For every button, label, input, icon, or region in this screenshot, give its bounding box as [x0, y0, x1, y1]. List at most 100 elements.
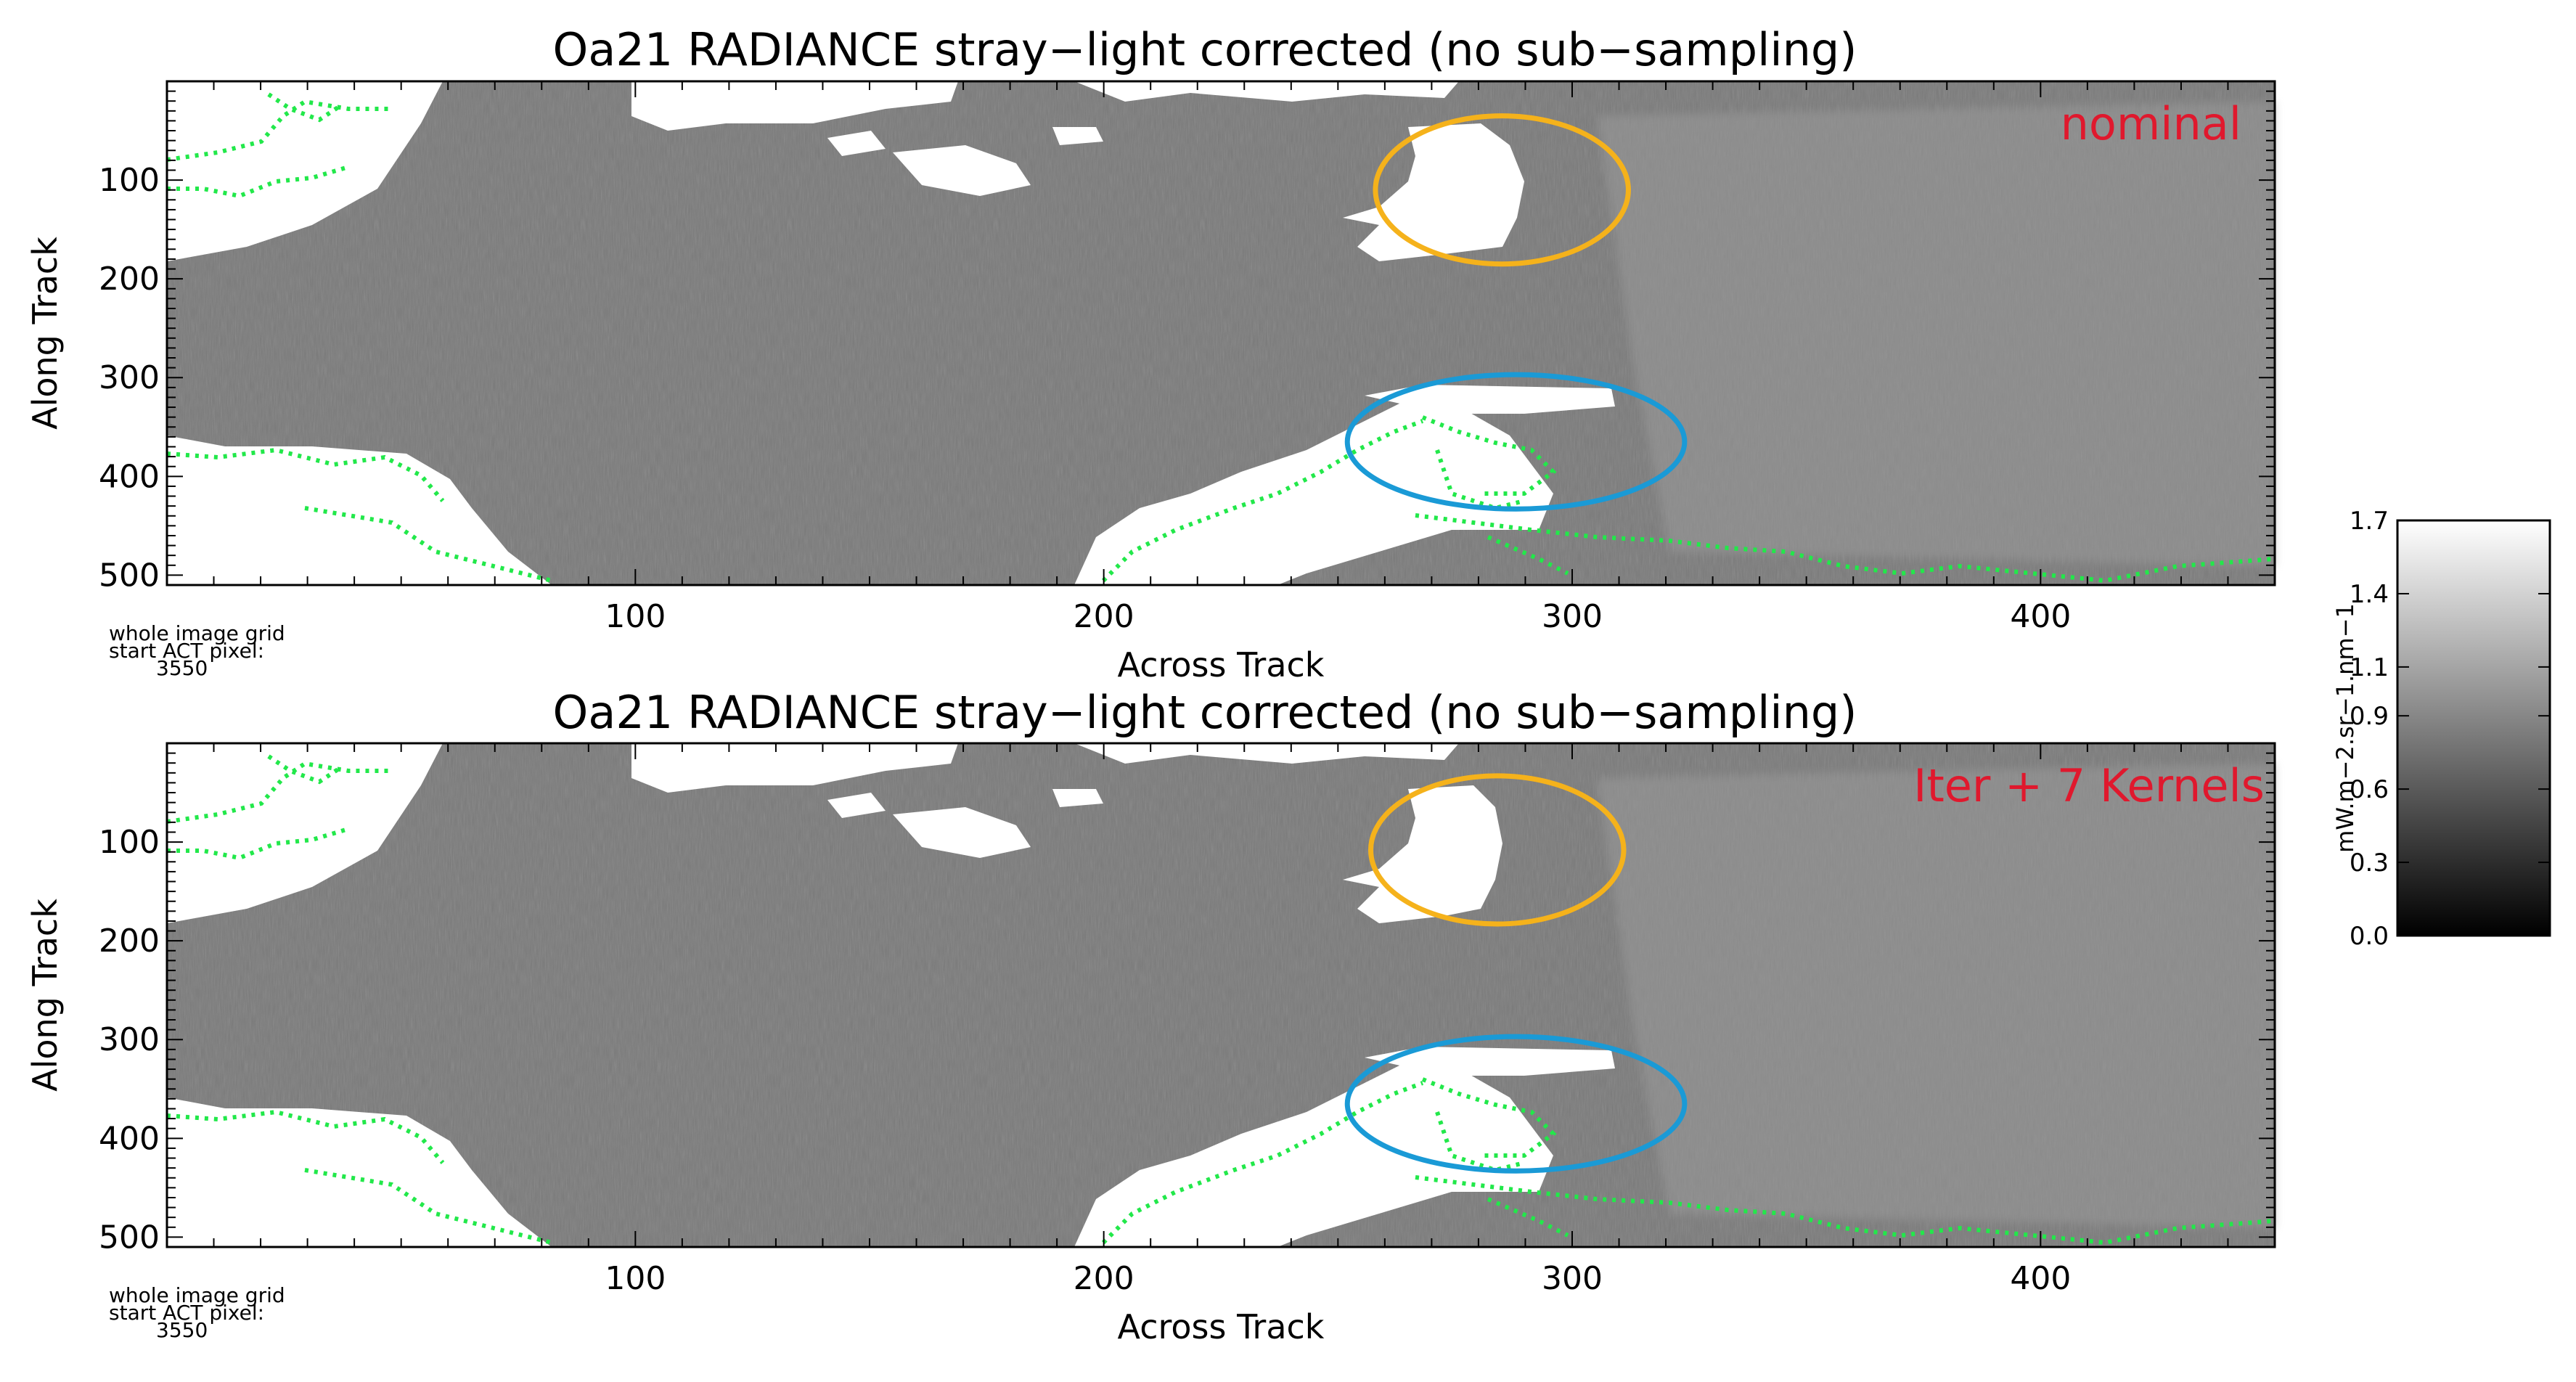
top-coastline-9	[1435, 449, 1525, 511]
bottom-coastline-7	[1421, 1077, 1557, 1158]
top-island-1	[893, 145, 1031, 196]
top-land-bottom-left	[167, 436, 552, 585]
orange-ellipse	[1368, 773, 1627, 927]
top-coastline-2	[167, 165, 349, 199]
top-land-bottom-center	[1074, 392, 1553, 585]
top-coastline-1	[166, 99, 392, 162]
bottom-land-left	[167, 743, 443, 923]
top-markers	[1344, 113, 1688, 512]
top-bright-water-band	[1597, 102, 2275, 566]
x-tick-label: 300	[1542, 598, 1603, 635]
blue-ellipse	[1344, 372, 1688, 512]
bottom-coastline-8	[1415, 1175, 2276, 1246]
x-tick-label: 100	[605, 1260, 666, 1297]
bottom-coastline-5	[304, 1168, 552, 1245]
bottom-coastline-1	[166, 761, 392, 824]
y-tick-label: 200	[99, 261, 160, 298]
y-tick-label: 300	[99, 359, 160, 396]
bottom-footnote-line-1: whole image grid	[109, 1283, 285, 1307]
y-tick-label: 100	[99, 162, 160, 199]
top-footnote-line-3: 3550	[156, 656, 208, 680]
orange-ellipse	[1373, 113, 1631, 267]
y-tick-label: 500	[99, 1219, 160, 1256]
bottom-panel: Oa21 RADIANCE stray−light corrected (no …	[25, 686, 2276, 1346]
top-land-top-center	[631, 81, 958, 131]
colorbar-label: mW.m−2.sr−1.nm−1	[2331, 603, 2359, 853]
colorbar-tick-label: 0.6	[2350, 775, 2389, 804]
bottom-footnote-line-2: start ACT pixel:	[109, 1301, 264, 1325]
bottom-annotation: Iter + 7 Kernels	[1913, 759, 2265, 812]
bottom-land-bottom-left	[167, 1097, 552, 1247]
bottom-frame	[165, 742, 2276, 1248]
y-tick-label: 200	[99, 923, 160, 960]
y-tick-label: 500	[99, 557, 160, 594]
top-tick-labels: 100 200 300 400 100 200 300 400 500	[99, 162, 2071, 635]
bottom-coastline-10	[1487, 1197, 1569, 1238]
colorbar-gradient	[2396, 519, 2551, 937]
top-footnote-line-1: whole image grid	[109, 621, 285, 645]
colorbar-ticks: 1.7 1.4 1.1 0.9 0.6 0.3 0.0	[2350, 507, 2550, 951]
bottom-land-bottom-center	[1074, 1054, 1553, 1247]
top-y-axis-label: Along Track	[25, 237, 65, 430]
x-tick-label: 400	[2010, 1260, 2071, 1297]
bottom-x-axis-label: Across Track	[1118, 1307, 1325, 1346]
y-tick-label: 300	[99, 1021, 160, 1058]
top-coastline-10	[1487, 535, 1569, 576]
x-tick-label: 200	[1074, 1260, 1134, 1297]
y-tick-label: 100	[99, 824, 160, 861]
bottom-coast-flash	[1365, 1047, 1615, 1076]
x-tick-label: 200	[1074, 598, 1134, 635]
bottom-ticks	[167, 743, 2275, 1247]
bottom-island-2	[827, 793, 886, 818]
top-coastline-6	[1101, 419, 1424, 583]
y-tick-label: 400	[99, 458, 160, 495]
bottom-coastline-9	[1435, 1111, 1525, 1173]
x-tick-label: 400	[2010, 598, 2071, 635]
colorbar-tick-label: 1.4	[2350, 580, 2389, 609]
top-land-top-right	[1074, 81, 1459, 102]
top-glacier-feature	[1343, 123, 1524, 261]
colorbar-tick-label: 1.7	[2350, 507, 2389, 536]
bottom-heatmap	[166, 743, 2276, 1247]
bottom-markers	[1344, 773, 1688, 1174]
top-coastline-7	[1421, 415, 1557, 496]
top-frame	[165, 80, 2276, 586]
bottom-land-top-right	[1074, 743, 1459, 764]
bottom-footnote-line-3: 3550	[156, 1318, 208, 1342]
top-coastline-5	[304, 506, 552, 583]
bottom-coastline-6	[1101, 1081, 1424, 1245]
bottom-coastline	[166, 754, 2276, 1246]
bottom-panel-title: Oa21 RADIANCE stray−light corrected (no …	[553, 686, 1857, 739]
bottom-coastline-2	[167, 827, 349, 861]
bottom-bright-water-band	[1597, 764, 2275, 1228]
bottom-land-top-center	[631, 743, 958, 793]
x-tick-label: 300	[1542, 1260, 1603, 1297]
top-panel-title: Oa21 RADIANCE stray−light corrected (no …	[553, 23, 1857, 76]
colorbar: 1.7 1.4 1.1 0.9 0.6 0.3 0.0 mW.m−2.sr−1.nm−1	[2331, 507, 2551, 951]
top-ticks	[167, 81, 2275, 585]
colorbar-tick-label: 0.9	[2350, 702, 2389, 731]
colorbar-tick-label: 0.0	[2350, 922, 2389, 951]
colorbar-tick-label: 1.1	[2350, 653, 2389, 682]
bottom-island-1	[893, 807, 1031, 858]
top-island-3	[1052, 127, 1103, 145]
bottom-glacier-feature	[1343, 785, 1502, 923]
top-coastline	[166, 92, 2276, 584]
top-x-axis-label: Across Track	[1118, 645, 1325, 684]
top-heatmap	[166, 81, 2276, 585]
x-tick-label: 100	[605, 598, 666, 635]
top-annotation: nominal	[2061, 97, 2241, 150]
bottom-y-axis-label: Along Track	[25, 899, 65, 1092]
bottom-island-3	[1052, 789, 1103, 807]
top-coast-flash	[1365, 385, 1615, 414]
bottom-tick-labels: 100 200 300 400 100 200 300 400 500	[99, 824, 2071, 1297]
top-panel: Oa21 RADIANCE stray−light corrected (no …	[25, 23, 2276, 684]
top-coastline-8	[1415, 513, 2276, 584]
y-tick-label: 400	[99, 1120, 160, 1157]
top-footnote-line-2: start ACT pixel:	[109, 639, 264, 663]
top-land-left	[167, 81, 443, 261]
blue-ellipse	[1344, 1034, 1688, 1174]
top-island-2	[827, 131, 886, 156]
